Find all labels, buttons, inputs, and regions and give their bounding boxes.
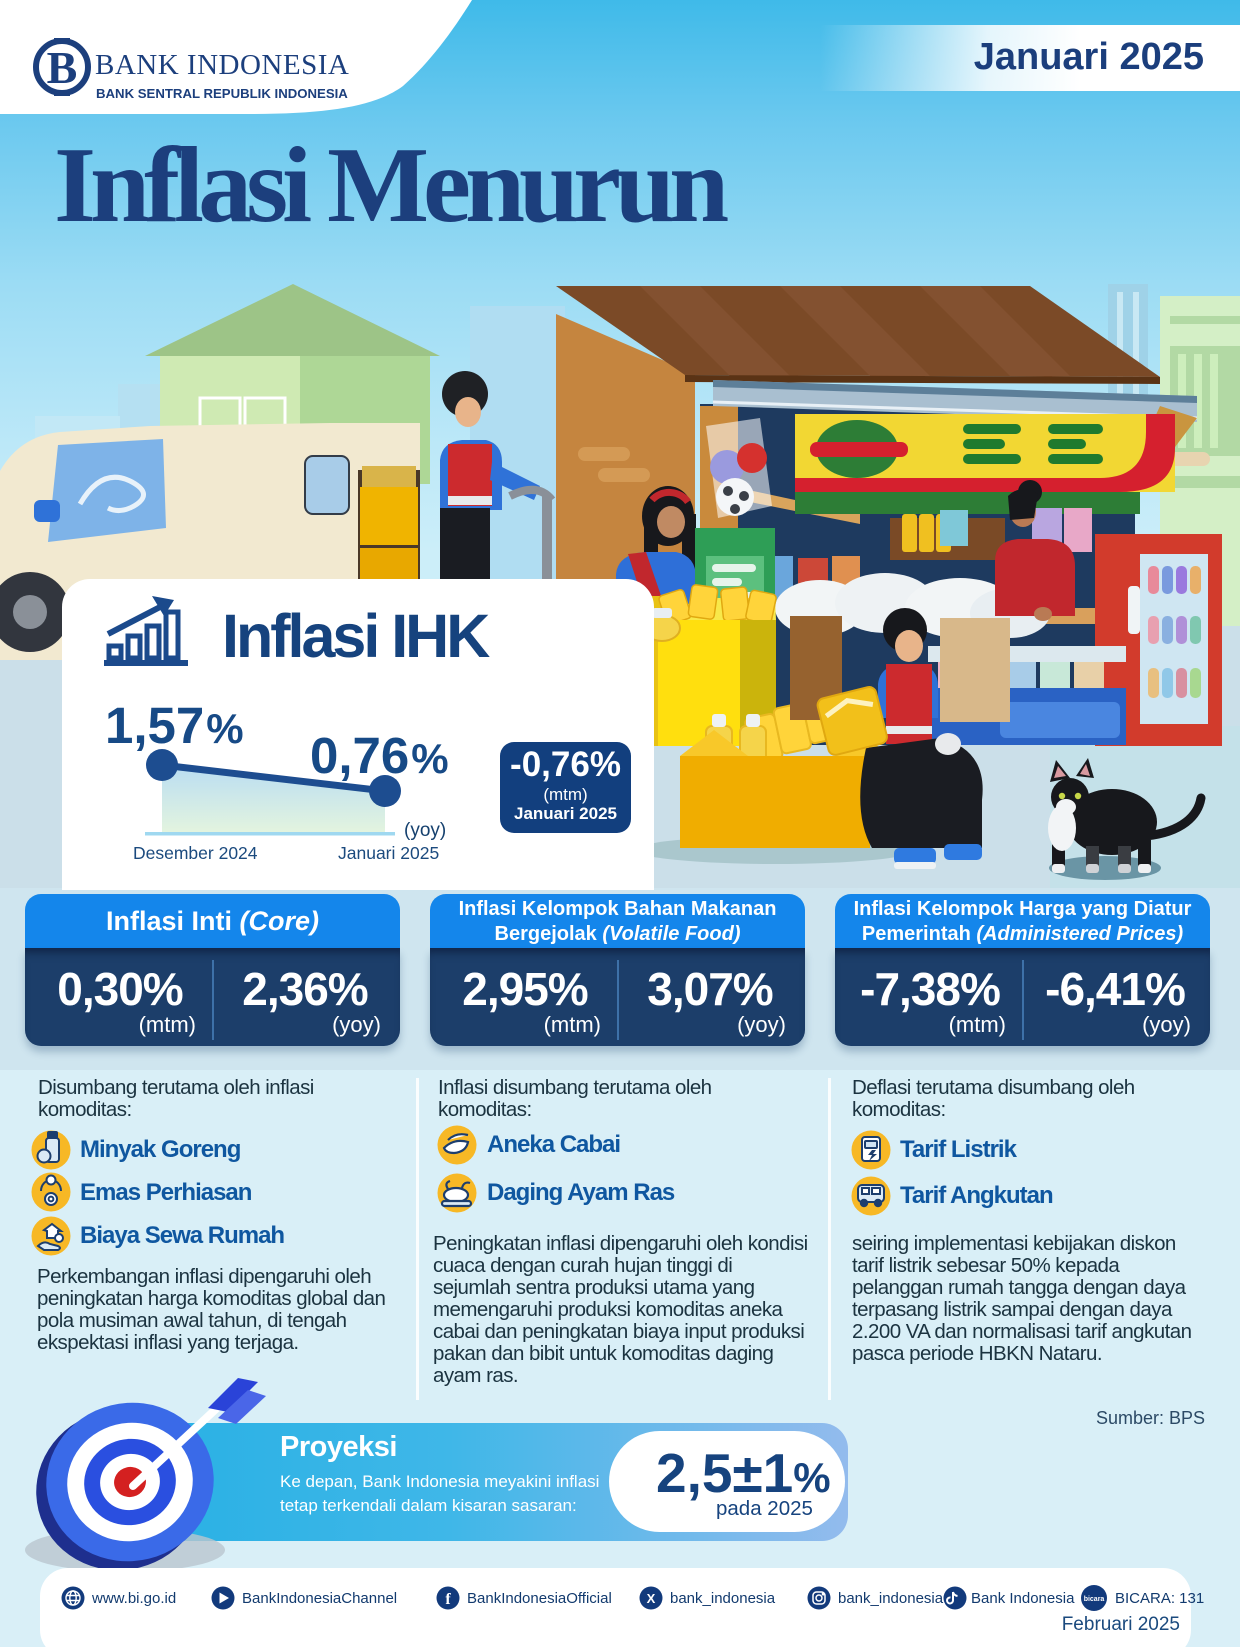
svg-text:f: f (445, 1591, 451, 1608)
svg-text:B: B (47, 42, 78, 93)
svg-text:BANK SENTRAL REPUBLIK INDONESI: BANK SENTRAL REPUBLIK INDONESIA (96, 86, 348, 101)
svg-text:bicara: bicara (1084, 1596, 1105, 1603)
svg-text:BANK INDONESIA: BANK INDONESIA (95, 49, 349, 81)
svg-text:X: X (647, 1591, 656, 1606)
